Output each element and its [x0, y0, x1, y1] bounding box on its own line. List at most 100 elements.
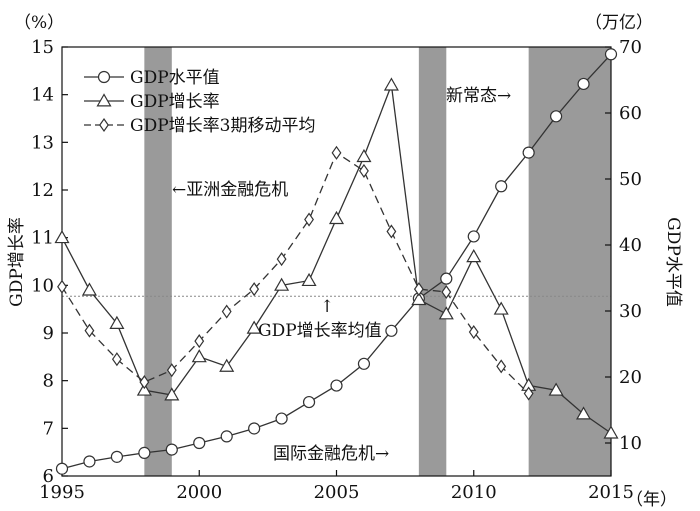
series-line-2 [61, 151, 530, 394]
series-2-point-2007 [386, 224, 397, 239]
x-tick-label-1995: 1995 [39, 482, 85, 503]
series-2-point-2010 [468, 325, 479, 340]
x-axis-ticks: 1995 2000 2005 2010 2015 [39, 470, 634, 503]
series-2-point-2005 [331, 145, 342, 160]
unit-right-label: （万亿） [585, 13, 653, 33]
series-1-point-2003 [274, 277, 290, 291]
series-0-point-2004 [302, 395, 316, 409]
y-left-tick-label-14: 14 [31, 85, 54, 106]
series-1-point-1999 [164, 387, 180, 401]
legend-marker-1 [96, 93, 112, 107]
y-right-tick-label-70: 70 [619, 37, 642, 58]
series-1-point-2008 [411, 291, 427, 306]
x-tick-label-2010: 2010 [451, 482, 497, 503]
series-0-point-2011 [495, 180, 508, 193]
series-0-point-2002 [248, 422, 261, 435]
y-left-axis-ticks: 6 7 8 9 10 11 12 13 14 15 [31, 37, 68, 487]
y-right-tick-label-20: 20 [619, 367, 642, 388]
series-0-point-2001 [220, 430, 233, 443]
series-2-point-1996 [84, 323, 95, 338]
series-1-point-2007 [383, 77, 399, 91]
y-left-tick-label-7: 7 [43, 418, 54, 439]
series-0-point-2007 [385, 324, 398, 337]
series-2-point-2009 [441, 284, 452, 300]
legend-label-2: GDP增长率3期移动平均 [130, 116, 315, 136]
series-1-point-2011 [493, 301, 509, 315]
legend-label-1: GDP增长率 [130, 92, 220, 112]
annotation-intl-crisis: 国际金融危机→ [273, 444, 389, 464]
series-1-point-2015 [603, 425, 619, 439]
annotation-mean-arrow: ↑ [320, 297, 334, 317]
series-1-point-1995 [54, 229, 70, 244]
series-0-point-2015 [604, 48, 618, 61]
x-tick-label-2015: 2015 [588, 482, 634, 503]
x-tick-label-2000: 2000 [176, 482, 222, 503]
series-2-point-2006 [359, 163, 369, 178]
series-0-point-2000 [193, 436, 206, 450]
series-0-point-2013 [549, 110, 563, 123]
series-2-point-1998 [139, 375, 150, 390]
series-2-point-1995 [57, 279, 67, 294]
y-right-tick-label-60: 60 [619, 103, 642, 124]
series-0-point-1996 [83, 455, 96, 468]
series-1 [54, 77, 619, 439]
y-right-axis-ticks: 10 20 30 40 50 60 70 [605, 37, 642, 454]
series-0-point-2005 [330, 379, 343, 392]
series-group [54, 48, 619, 475]
y-left-tick-label-6: 6 [43, 466, 54, 487]
series-0-point-1997 [110, 450, 124, 463]
series-1-point-2002 [246, 320, 262, 334]
y-right-axis-title: GDP水平值 [663, 217, 683, 307]
y-left-tick-label-10: 10 [31, 275, 54, 296]
series-2-point-2012 [523, 386, 534, 401]
series-2-point-2002 [249, 282, 260, 297]
shaded-period-1 [418, 47, 447, 476]
unit-left-label: （%） [14, 13, 64, 33]
series-0-point-2006 [357, 357, 371, 370]
legend-marker-2 [99, 117, 109, 133]
series-1-point-1996 [81, 282, 97, 296]
series-1-point-1997 [109, 315, 125, 329]
y-right-tick-label-50: 50 [619, 169, 642, 190]
y-left-tick-label-13: 13 [31, 132, 54, 153]
x-tick-label-2005: 2005 [314, 482, 360, 503]
y-left-tick-label-12: 12 [31, 180, 54, 201]
y-left-tick-label-15: 15 [31, 37, 54, 58]
y-right-tick-label-40: 40 [619, 235, 642, 256]
y-right-tick-label-10: 10 [619, 433, 642, 454]
series-0-point-1998 [138, 446, 151, 459]
series-2-point-2008 [413, 282, 424, 297]
series-2-point-2011 [496, 359, 507, 374]
series-1-point-2004 [301, 272, 317, 287]
series-2-point-1997 [111, 352, 122, 367]
legend-label-0: GDP水平值 [130, 68, 220, 88]
series-2-point-1999 [166, 363, 177, 378]
series-1-point-2006 [356, 148, 372, 163]
shaded-period-2 [528, 47, 611, 476]
series-2 [57, 145, 534, 401]
series-2-point-2000 [194, 334, 205, 349]
series-2-point-2001 [221, 304, 232, 319]
shaded-periods [144, 47, 611, 476]
y-left-tick-label-11: 11 [31, 228, 54, 249]
series-0-point-2012 [522, 146, 535, 159]
series-1-point-2010 [466, 249, 482, 263]
unit-x-label: （年） [626, 490, 677, 510]
series-0-point-1995 [55, 462, 69, 475]
series-0-point-2014 [577, 77, 590, 91]
y-right-tick-label-30: 30 [619, 301, 642, 322]
series-1-point-2005 [328, 210, 345, 225]
annotation-new-normal: 新常态→ [446, 86, 511, 106]
series-2-point-2003 [276, 252, 287, 267]
series-1-point-2009 [438, 306, 454, 320]
series-1-point-1998 [136, 382, 152, 396]
annotation-mean: GDP增长率均值 [258, 321, 382, 341]
series-0-point-2010 [467, 230, 480, 243]
legend-marker-0 [97, 70, 111, 84]
series-1-point-2001 [219, 358, 235, 372]
y-left-axis-title: GDP增长率 [7, 217, 27, 307]
y-left-tick-label-8: 8 [43, 371, 54, 392]
series-1-point-2000 [191, 349, 207, 363]
y-left-tick-label-9: 9 [43, 323, 54, 344]
